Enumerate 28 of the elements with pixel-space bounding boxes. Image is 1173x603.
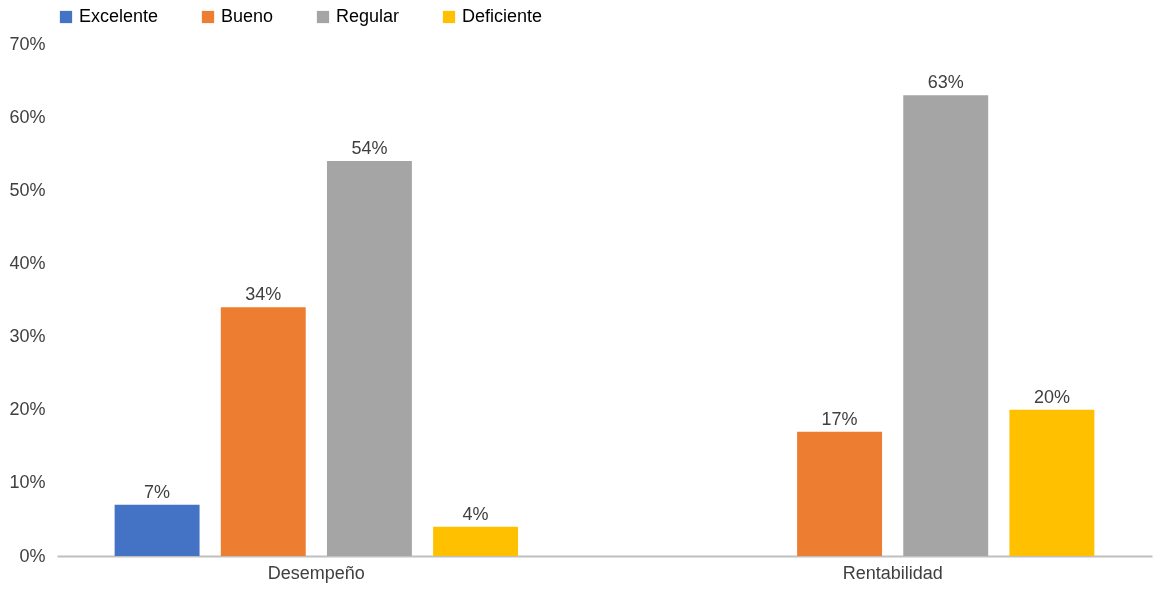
- data-label: 20%: [1033, 386, 1070, 407]
- bar: [326, 161, 412, 556]
- legend-label: Excelente: [79, 6, 159, 26]
- bar: [903, 95, 989, 556]
- y-tick-label: 60%: [9, 106, 46, 127]
- x-tick-label: Desempeño: [267, 562, 365, 583]
- bar: [797, 431, 883, 556]
- data-label: 7%: [144, 481, 171, 502]
- data-label: 4%: [462, 503, 489, 524]
- bar: [220, 307, 306, 556]
- legend-label: Deficiente: [462, 6, 543, 26]
- x-tick-label: Rentabilidad: [842, 562, 943, 583]
- bar: [433, 526, 519, 556]
- bar: [1009, 409, 1095, 556]
- y-tick-label: 20%: [9, 399, 46, 420]
- bar: [114, 504, 200, 556]
- legend-label: Regular: [336, 6, 400, 26]
- y-tick-label: 10%: [9, 472, 46, 493]
- data-label: 34%: [245, 284, 282, 305]
- y-tick-label: 70%: [9, 33, 46, 54]
- y-tick-label: 0%: [19, 545, 46, 566]
- y-tick-label: 50%: [9, 179, 46, 200]
- data-label: 17%: [821, 408, 858, 429]
- data-label: 63%: [927, 72, 964, 93]
- legend-label: Bueno: [221, 6, 274, 26]
- data-label: 54%: [351, 138, 388, 159]
- y-tick-label: 40%: [9, 252, 46, 273]
- y-tick-label: 30%: [9, 326, 46, 347]
